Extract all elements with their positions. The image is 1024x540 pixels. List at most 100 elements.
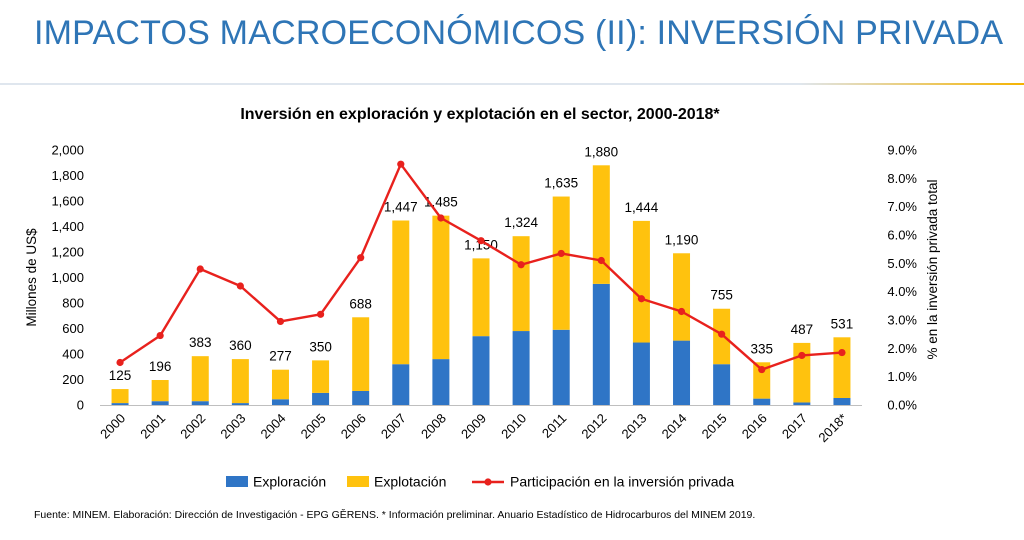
participacion-point bbox=[316, 310, 325, 318]
x-tick-label: 2002 bbox=[177, 411, 208, 442]
y2-tick-label: 1.0% bbox=[887, 369, 917, 384]
bar-explotacion bbox=[352, 317, 370, 391]
bar-explotacion bbox=[552, 196, 570, 330]
bar-total-label: 1,880 bbox=[584, 144, 618, 159]
participacion-point bbox=[196, 265, 204, 273]
source-note: Fuente: MINEM. Elaboración: Dirección de… bbox=[34, 509, 756, 521]
y2-tick-label: 8.0% bbox=[887, 171, 917, 186]
y-tick-label: 1,800 bbox=[51, 168, 84, 183]
y2-tick-label: 6.0% bbox=[887, 228, 917, 243]
y-axis-label: Millones de US$ bbox=[24, 228, 39, 327]
y2-tick-label: 2.0% bbox=[887, 341, 917, 356]
x-tick-label: 2008 bbox=[418, 411, 449, 442]
y-tick-label: 0 bbox=[77, 398, 84, 413]
y-tick-label: 1,200 bbox=[51, 245, 84, 260]
legend-label-explotacion: Explotación bbox=[374, 474, 446, 490]
bar-explotacion bbox=[111, 389, 129, 404]
bar-total-label: 383 bbox=[189, 335, 212, 350]
x-tick-label: 2016 bbox=[739, 411, 770, 442]
bar-explotacion bbox=[673, 253, 691, 341]
bar-explotacion bbox=[312, 360, 330, 393]
participacion-point bbox=[517, 261, 525, 269]
x-tick-label: 2014 bbox=[659, 411, 690, 442]
bar-exploracion bbox=[271, 399, 289, 405]
participacion-point bbox=[557, 249, 565, 258]
y-tick-label: 400 bbox=[62, 347, 84, 362]
x-tick-label: 2007 bbox=[378, 411, 409, 442]
bar-total-label: 1,150 bbox=[464, 237, 498, 252]
participacion-point bbox=[637, 295, 646, 303]
participacion-point bbox=[838, 348, 846, 357]
x-tick-label: 2006 bbox=[338, 411, 369, 442]
y2-tick-label: 9.0% bbox=[887, 143, 917, 158]
bar-explotacion bbox=[231, 359, 249, 404]
y-tick-label: 2,000 bbox=[51, 143, 84, 158]
bar-exploracion bbox=[231, 403, 249, 405]
y-tick-label: 200 bbox=[62, 372, 84, 387]
bar-total-label: 755 bbox=[710, 288, 733, 303]
legend-label-participacion: Participación en la inversión privada bbox=[510, 474, 734, 490]
y2-tick-label: 7.0% bbox=[887, 199, 917, 214]
participacion-point bbox=[758, 365, 766, 374]
bar-exploracion bbox=[673, 340, 691, 405]
bar-total-label: 1,324 bbox=[504, 215, 538, 230]
x-tick-label: 2001 bbox=[137, 411, 168, 442]
participacion-point bbox=[477, 237, 485, 245]
participacion-point bbox=[437, 214, 445, 222]
x-tick-label: 2018* bbox=[815, 411, 850, 446]
bar-total-label: 487 bbox=[791, 322, 814, 337]
participacion-point bbox=[798, 351, 806, 360]
bar-exploracion bbox=[472, 336, 490, 405]
participacion-point bbox=[357, 254, 365, 262]
x-tick-label: 2003 bbox=[217, 411, 248, 442]
bar-explotacion bbox=[271, 369, 289, 400]
bar-total-label: 277 bbox=[269, 349, 292, 364]
y-tick-label: 800 bbox=[62, 296, 84, 311]
y2-tick-label: 0.0% bbox=[887, 398, 917, 413]
bar-explotacion bbox=[151, 380, 169, 402]
bar-exploracion bbox=[111, 403, 129, 405]
slide-header: IMPACTOS MACROECONÓMICOS (II): INVERSIÓN… bbox=[0, 0, 1024, 85]
participacion-point bbox=[718, 330, 726, 338]
bar-total-label: 360 bbox=[229, 338, 252, 353]
bar-explotacion bbox=[592, 165, 610, 284]
bar-explotacion bbox=[632, 220, 650, 343]
bar-total-label: 125 bbox=[109, 368, 132, 383]
bar-exploracion bbox=[753, 398, 771, 405]
bar-explotacion bbox=[472, 258, 490, 337]
x-tick-label: 2004 bbox=[258, 411, 289, 442]
bar-exploracion bbox=[432, 359, 450, 405]
bar-exploracion bbox=[592, 283, 610, 405]
bar-total-label: 688 bbox=[349, 296, 372, 311]
bar-exploracion bbox=[512, 331, 530, 405]
participacion-point bbox=[116, 358, 124, 367]
y2-tick-label: 3.0% bbox=[887, 313, 917, 328]
y-tick-label: 1,600 bbox=[51, 194, 84, 209]
y-tick-label: 600 bbox=[62, 321, 84, 336]
participacion-point bbox=[156, 331, 164, 340]
participacion-point bbox=[677, 307, 686, 316]
bar-explotacion bbox=[392, 220, 410, 365]
bar-total-label: 1,635 bbox=[544, 176, 578, 191]
bar-exploracion bbox=[793, 402, 811, 405]
bar-exploracion bbox=[552, 329, 570, 405]
bar-total-label: 335 bbox=[750, 341, 773, 356]
bar-explotacion bbox=[833, 337, 851, 398]
header-divider bbox=[0, 83, 1024, 85]
x-tick-label: 2013 bbox=[618, 411, 649, 442]
x-tick-label: 2005 bbox=[298, 411, 329, 442]
bar-exploracion bbox=[312, 392, 330, 405]
bar-explotacion bbox=[191, 356, 209, 402]
y2-tick-label: 4.0% bbox=[887, 284, 917, 299]
x-tick-label: 2009 bbox=[458, 411, 489, 442]
bar-total-label: 1,447 bbox=[384, 200, 418, 215]
x-tick-label: 2011 bbox=[539, 411, 569, 441]
legend-swatch-explotacion bbox=[347, 476, 369, 487]
bar-exploracion bbox=[191, 401, 209, 405]
y-tick-label: 1,000 bbox=[51, 270, 84, 285]
chart-title: Inversión en exploración y explotación e… bbox=[240, 106, 720, 123]
bar-exploracion bbox=[713, 364, 731, 405]
participacion-point bbox=[397, 160, 405, 168]
participacion-point bbox=[597, 256, 605, 265]
